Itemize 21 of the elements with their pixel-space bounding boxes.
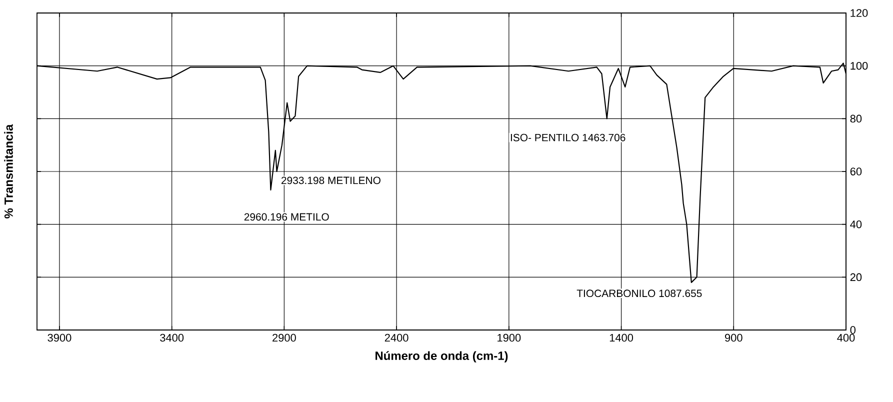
x-tick-label: 1400	[610, 334, 634, 342]
x-tick-label: 1900	[498, 334, 521, 342]
x-tick-label: 3400	[160, 334, 184, 342]
x-tick-label: 2900	[272, 334, 296, 342]
y-tick-label: 40	[850, 220, 862, 228]
y-tick-label: 120	[850, 9, 868, 17]
y-tick-label: 80	[850, 114, 862, 123]
x-tick-label: 3900	[48, 334, 72, 342]
x-tick-label: 400	[837, 334, 855, 342]
x-axis-title: Número de onda (cm-1)	[376, 351, 508, 362]
annotation: 2933.198 METILENO	[282, 176, 380, 184]
annotation: ISO- PENTILO 1463.706	[510, 134, 626, 142]
x-tick-label: 2400	[384, 334, 408, 342]
annotation: 2960.196 METILO	[244, 213, 329, 221]
x-tick-label: 900	[725, 334, 742, 342]
y-tick-label: 20	[850, 273, 862, 282]
y-tick-label: 60	[850, 168, 862, 176]
y-axis-title: % Transmitancia	[4, 124, 13, 218]
y-tick-label: 0	[850, 326, 856, 334]
y-tick-label: 100	[850, 62, 868, 70]
annotation: TIOCARBONILO 1087.655	[576, 290, 702, 298]
